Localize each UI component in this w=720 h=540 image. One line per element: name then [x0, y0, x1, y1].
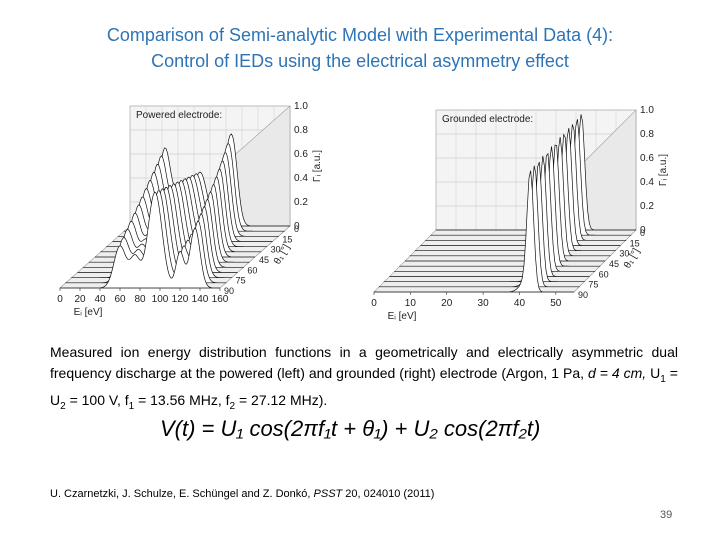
powered-ytick-label: 0 — [294, 221, 300, 232]
powered-ytick-label: 0.8 — [294, 125, 308, 136]
powered-ztick-label: 30 — [271, 245, 281, 255]
powered-ytick-label: 0.4 — [294, 173, 308, 184]
grounded-ztick-label: 90 — [578, 290, 588, 300]
powered-ytick-label: 1.0 — [294, 101, 308, 112]
powered-xtick-label: 40 — [94, 294, 106, 305]
grounded-title: Grounded electrode: — [442, 114, 533, 125]
powered-xtick-label: 60 — [114, 294, 126, 305]
caption-part1: Measured ion energy distribution functio… — [50, 344, 678, 381]
plots-area: 0 20 40 60 80 100 120 140 160 Eᵢ [eV] 0 0.2 0.4 0.6 0.… — [52, 98, 692, 338]
powered-xlabel: Eᵢ [eV] — [74, 307, 103, 318]
reference-journal: PSST — [313, 488, 343, 500]
grounded-ztick-label: 75 — [588, 280, 598, 290]
grounded-ztick-label: 60 — [599, 269, 609, 279]
grounded-ytick-label: 0.6 — [640, 153, 654, 164]
grounded-series-0 — [374, 170, 574, 293]
reference-authors: U. Czarnetzki, J. Schulze, E. Schüngel a… — [50, 488, 314, 500]
caption-eq2: = 100 V, f — [65, 391, 129, 408]
reference-rest: 20, 024010 (2011) — [342, 488, 435, 500]
grounded-series-9 — [420, 127, 621, 246]
grounded-ytick-label: 1.0 — [640, 105, 654, 116]
grounded-xtick-label: 40 — [514, 298, 526, 309]
powered-xtick-label: 80 — [134, 294, 146, 305]
slide-title: Comparison of Semi-analytic Model with E… — [0, 22, 720, 74]
grounded-ytick-label: 0.2 — [640, 201, 654, 212]
grounded-xtick-label: 20 — [441, 298, 453, 309]
grounded-ztick-label: 0 — [640, 228, 645, 238]
powered-ylabel: Γᵢ [a.u.] — [312, 150, 323, 182]
powered-xtick-label: 20 — [74, 294, 86, 305]
powered-ztick-label: 60 — [247, 265, 257, 275]
grounded-xtick-label: 0 — [371, 298, 377, 309]
grounded-xtick-label: 50 — [550, 298, 562, 309]
powered-title: Powered electrode: — [136, 110, 222, 121]
grounded-xtick-label: 30 — [478, 298, 490, 309]
powered-xtick-label: 100 — [152, 294, 169, 305]
powered-ztick-label: 0 — [294, 224, 299, 234]
powered-ytick-label: 0.6 — [294, 149, 308, 160]
caption-u: U — [650, 365, 661, 381]
powered-xtick-label: 140 — [192, 294, 209, 305]
powered-ytick-label: 0.2 — [294, 197, 308, 208]
grounded-ztick-label: 15 — [630, 238, 640, 248]
caption-u-sub1: 1 — [660, 373, 666, 385]
voltage-formula: V(t) = U₁ cos(2πf₁t + θ₁) + U₂ cos(2πf₂t… — [160, 416, 540, 441]
caption-f-sub2: 2 — [229, 400, 236, 412]
powered-ztick-label: 90 — [224, 286, 234, 296]
grounded-ytick-label: 0.8 — [640, 129, 654, 140]
powered-xtick-label: 0 — [57, 294, 63, 305]
caption-eq1: = U — [50, 365, 678, 408]
grounded-ztick-label: 30 — [619, 249, 629, 259]
grounded-ztick-label: 45 — [609, 259, 619, 269]
formula-text: V(t) = U₁ cos(2πf₁t + θ₁) + U₂ cos(2πf₂t… — [160, 416, 540, 441]
title-line-2: Control of IEDs using the electrical asy… — [151, 51, 569, 71]
powered-series-0 — [60, 191, 220, 289]
powered-ztick-label: 15 — [282, 234, 292, 244]
caption-d: d = 4 cm, — [587, 365, 647, 381]
grounded-ylabel: Γᵢ [a.u.] — [658, 154, 669, 186]
page-number: 39 — [660, 509, 673, 521]
powered-xtick-label: 160 — [212, 294, 229, 305]
caption-eq3: = 13.56 MHz, f — [134, 391, 230, 408]
caption-eq4: = 27.12 MHz). — [235, 391, 328, 408]
grounded-ytick-label: 0.4 — [640, 177, 654, 188]
grounded-xlabel: Eᵢ [eV] — [388, 311, 417, 322]
figure-caption: Measured ion energy distribution functio… — [50, 342, 678, 417]
powered-ztick-label: 45 — [259, 255, 269, 265]
caption-f-sub1: 1 — [128, 400, 135, 412]
powered-xtick-label: 120 — [172, 294, 189, 305]
powered-ztick-label: 75 — [236, 276, 246, 286]
caption-u-sub2: 2 — [60, 400, 66, 412]
grounded-ytick-label: 0 — [640, 225, 646, 236]
reference: U. Czarnetzki, J. Schulze, E. Schüngel a… — [50, 488, 434, 500]
title-line-1: Comparison of Semi-analytic Model with E… — [106, 25, 614, 45]
grounded-xtick-label: 10 — [405, 298, 417, 309]
